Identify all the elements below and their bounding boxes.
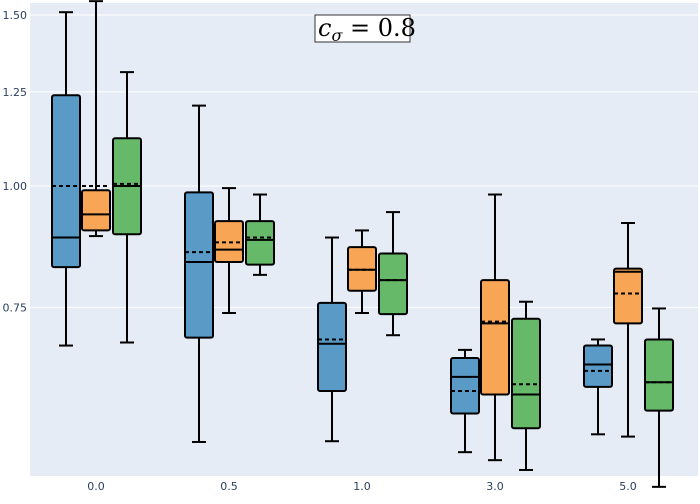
y-tick-label: 1.50 [3, 9, 28, 22]
box-series-orange [613, 222, 643, 438]
box-series-green [644, 307, 674, 488]
box-body [613, 267, 643, 325]
box-series-orange [214, 187, 244, 314]
box-series-green [378, 211, 408, 337]
box-series-blue [51, 11, 81, 347]
plot-background [30, 3, 698, 476]
chart-title: cσ = 0.8 [314, 14, 416, 45]
box-body [378, 252, 408, 316]
box-body [184, 191, 214, 339]
y-tick-label: 1.00 [3, 180, 28, 193]
box-body [245, 220, 275, 266]
box-body [450, 357, 480, 415]
box-body [583, 344, 613, 388]
x-tick-label: 0.5 [220, 480, 238, 493]
box-body [480, 279, 510, 396]
box-series-orange [347, 229, 377, 314]
box-series-blue [450, 348, 480, 454]
title-subscript: σ [331, 26, 343, 45]
box-series-green [245, 193, 275, 276]
box-series-green [511, 300, 541, 471]
box-series-blue [317, 236, 347, 443]
title-text: cσ = 0.8 [318, 14, 416, 45]
axis-layer: 0.75 1.00 1.25 1.50 0.0 0.5 1.0 3.0 5.0 [3, 9, 637, 493]
box-body [51, 94, 81, 269]
x-tick-label: 0.0 [87, 480, 105, 493]
x-tick-label: 1.0 [353, 480, 371, 493]
box-series-orange [81, 0, 111, 238]
title-box [314, 14, 411, 43]
box-body [644, 338, 674, 412]
box-series-green [112, 71, 142, 344]
x-tick-label: 3.0 [486, 480, 504, 493]
box-series-orange [480, 193, 510, 462]
title-rest: = 0.8 [342, 14, 416, 42]
box-series-blue [184, 104, 214, 443]
box-series-blue [583, 338, 613, 436]
x-tick-label: 5.0 [619, 480, 637, 493]
box-layer [51, 0, 674, 488]
y-tick-label: 0.75 [3, 301, 28, 314]
box-body [511, 317, 541, 430]
title-symbol: c [318, 14, 331, 42]
box-body [81, 189, 111, 232]
y-tick-label: 1.25 [3, 86, 28, 99]
box-body [317, 301, 347, 393]
